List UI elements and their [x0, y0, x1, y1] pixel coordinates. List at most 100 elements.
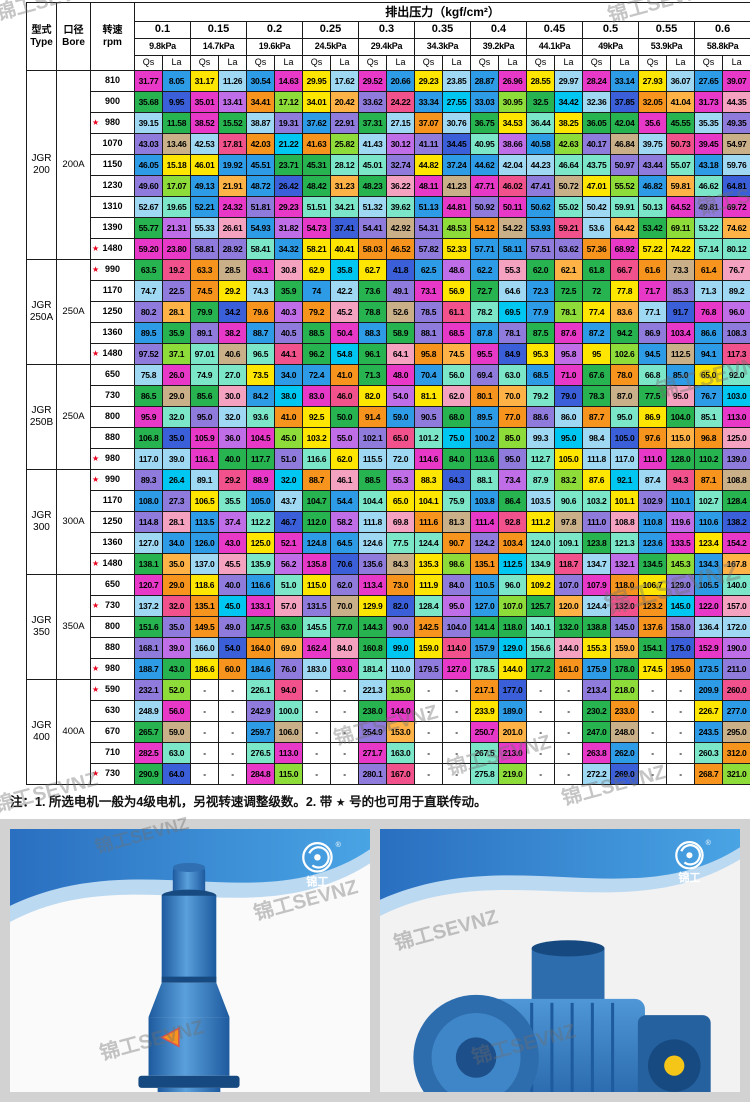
value-cell: 123.6	[639, 533, 667, 554]
value-cell: 87.5	[527, 323, 555, 344]
rpm-cell: ★980	[91, 659, 135, 680]
qs-la-header: La	[443, 56, 471, 71]
value-cell: 262.0	[611, 743, 639, 764]
value-cell: 134.9	[527, 554, 555, 575]
value-cell: 74.62	[723, 218, 750, 239]
value-cell: 103.8	[471, 491, 499, 512]
value-cell: 39.0	[163, 638, 191, 659]
value-cell: 9.95	[163, 92, 191, 113]
value-cell: 32.0	[219, 407, 247, 428]
value-cell: 13.41	[219, 92, 247, 113]
value-cell: 72.7	[471, 281, 499, 302]
value-cell: 34.45	[443, 134, 471, 155]
value-cell: 77.4	[583, 302, 611, 323]
value-cell: 82.0	[359, 386, 387, 407]
value-cell: 138.8	[583, 617, 611, 638]
value-cell: 52.21	[191, 197, 219, 218]
rpm-cell: 650	[91, 575, 135, 596]
value-cell: 27.15	[387, 113, 415, 134]
value-cell: 80.1	[471, 386, 499, 407]
value-cell: 17.12	[275, 92, 303, 113]
value-cell: 52.1	[275, 533, 303, 554]
value-cell: 38.2	[219, 323, 247, 344]
value-cell: 45.51	[247, 155, 275, 176]
value-cell: -	[555, 764, 583, 785]
value-cell: 112.7	[527, 449, 555, 470]
value-cell: 34.21	[331, 197, 359, 218]
value-cell: 40.58	[527, 134, 555, 155]
value-cell: 54.73	[303, 218, 331, 239]
value-cell: 124.4	[415, 533, 443, 554]
brand-name: 锦工	[678, 871, 700, 885]
value-cell: 135.3	[415, 554, 443, 575]
value-cell: 221.3	[359, 680, 387, 701]
value-cell: 213.4	[583, 680, 611, 701]
value-cell: 173.5	[695, 659, 723, 680]
value-cell: 45.01	[359, 155, 387, 176]
value-cell: 259.7	[247, 722, 275, 743]
value-cell: 37.85	[611, 92, 639, 113]
value-cell: 40.17	[583, 134, 611, 155]
pressure-value: 0.45	[527, 22, 583, 39]
value-cell: 48.72	[247, 176, 275, 197]
value-cell: 104.1	[415, 491, 443, 512]
value-cell: 86.9	[639, 323, 667, 344]
pressure-value: 0.6	[695, 22, 750, 39]
value-cell: 37.4	[219, 512, 247, 533]
value-cell: 40.41	[331, 239, 359, 260]
value-cell: 75.8	[135, 365, 163, 386]
value-cell: 39.62	[387, 197, 415, 218]
value-cell: 35.01	[191, 92, 219, 113]
value-cell: 133.5	[667, 533, 695, 554]
value-cell: 137.6	[639, 617, 667, 638]
rpm-value: 730	[105, 768, 120, 778]
value-cell: 38.87	[247, 113, 275, 134]
rpm-cell: ★ 730	[91, 764, 135, 785]
value-cell: 55.02	[555, 197, 583, 218]
value-cell: 31.73	[695, 92, 723, 113]
pressure-value: 0.15	[191, 22, 247, 39]
value-cell: 126.0	[191, 533, 219, 554]
value-cell: -	[667, 743, 695, 764]
value-cell: 35.35	[695, 113, 723, 134]
value-cell: 226.1	[247, 680, 275, 701]
value-cell: 74.5	[191, 281, 219, 302]
value-cell: 74.5	[443, 344, 471, 365]
value-cell: 45.0	[219, 596, 247, 617]
value-cell: -	[303, 722, 331, 743]
value-cell: 177.2	[527, 659, 555, 680]
value-cell: 24.32	[219, 197, 247, 218]
value-cell: 80.2	[135, 302, 163, 323]
value-cell: 84.9	[499, 344, 527, 365]
value-cell: 72.3	[527, 281, 555, 302]
star-icon: ★	[92, 770, 99, 778]
value-cell: 96.5	[247, 344, 275, 365]
value-cell: 80.12	[723, 239, 750, 260]
value-cell: -	[191, 680, 219, 701]
value-cell: -	[555, 722, 583, 743]
value-cell: 30.95	[499, 92, 527, 113]
rpm-cell: 1310	[91, 197, 135, 218]
value-cell: 30.12	[387, 134, 415, 155]
value-cell: 124.8	[303, 533, 331, 554]
value-cell: 29.2	[219, 281, 247, 302]
value-cell: 58.41	[247, 239, 275, 260]
value-cell: 118.7	[555, 554, 583, 575]
value-cell: 46.52	[387, 239, 415, 260]
kpa-value: 34.3kPa	[415, 39, 471, 56]
kpa-value: 39.2kPa	[471, 39, 527, 56]
value-cell: 77.9	[527, 302, 555, 323]
value-cell: -	[331, 701, 359, 722]
value-cell: 67.6	[583, 365, 611, 386]
value-cell: 137.0	[191, 554, 219, 575]
value-cell: 64.0	[163, 764, 191, 785]
value-cell: 78.2	[471, 302, 499, 323]
value-cell: 85.1	[695, 407, 723, 428]
value-cell: 147.5	[247, 617, 275, 638]
value-cell: -	[303, 701, 331, 722]
